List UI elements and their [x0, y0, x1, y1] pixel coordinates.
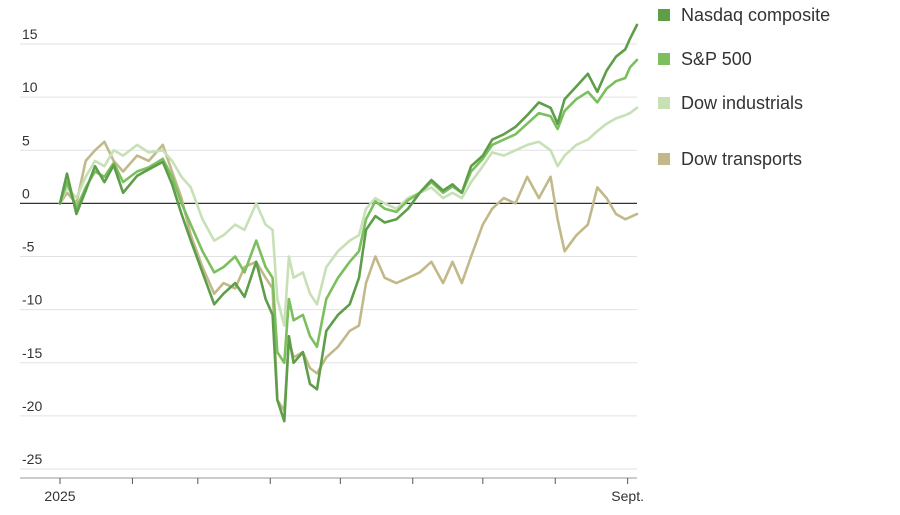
legend-label: S&P 500	[681, 49, 752, 69]
legend-swatch	[658, 9, 670, 21]
x-axis: 2025 Sept.	[20, 477, 644, 504]
series-line-nasdaq-composite	[58, 23, 639, 423]
legend-swatch	[658, 153, 670, 165]
y-tick-label: -5	[22, 239, 35, 255]
legend-swatch	[658, 97, 670, 109]
y-tick-label: -20	[22, 398, 42, 414]
legend-label: Nasdaq composite	[681, 5, 830, 25]
legend-label: Dow transports	[681, 149, 802, 169]
y-tick-label: -25	[22, 451, 42, 467]
y-tick-label: 15	[22, 26, 38, 42]
series-line-dow-industrials	[58, 106, 639, 327]
legend-label: Dow industrials	[681, 93, 803, 113]
y-axis-ticks: 15 10 5 0 -5 -10 -15 -20 -25	[22, 26, 42, 467]
y-tick-label: 5	[22, 132, 30, 148]
y-tick-label: 10	[22, 79, 38, 95]
series-line-s-p-500	[58, 58, 639, 365]
y-tick-label: -10	[22, 292, 42, 308]
y-tick-label: 0	[22, 185, 30, 201]
series-line-dow-transports	[58, 140, 639, 412]
x-tick-label: Sept.	[611, 488, 644, 504]
legend: Nasdaq composite S&P 500 Dow industrials Do…	[658, 5, 830, 169]
x-tick-label: 2025	[44, 488, 75, 504]
y-tick-label: -15	[22, 345, 42, 361]
series-lines	[58, 23, 639, 423]
gridlines	[20, 43, 637, 470]
legend-swatch	[658, 53, 670, 65]
